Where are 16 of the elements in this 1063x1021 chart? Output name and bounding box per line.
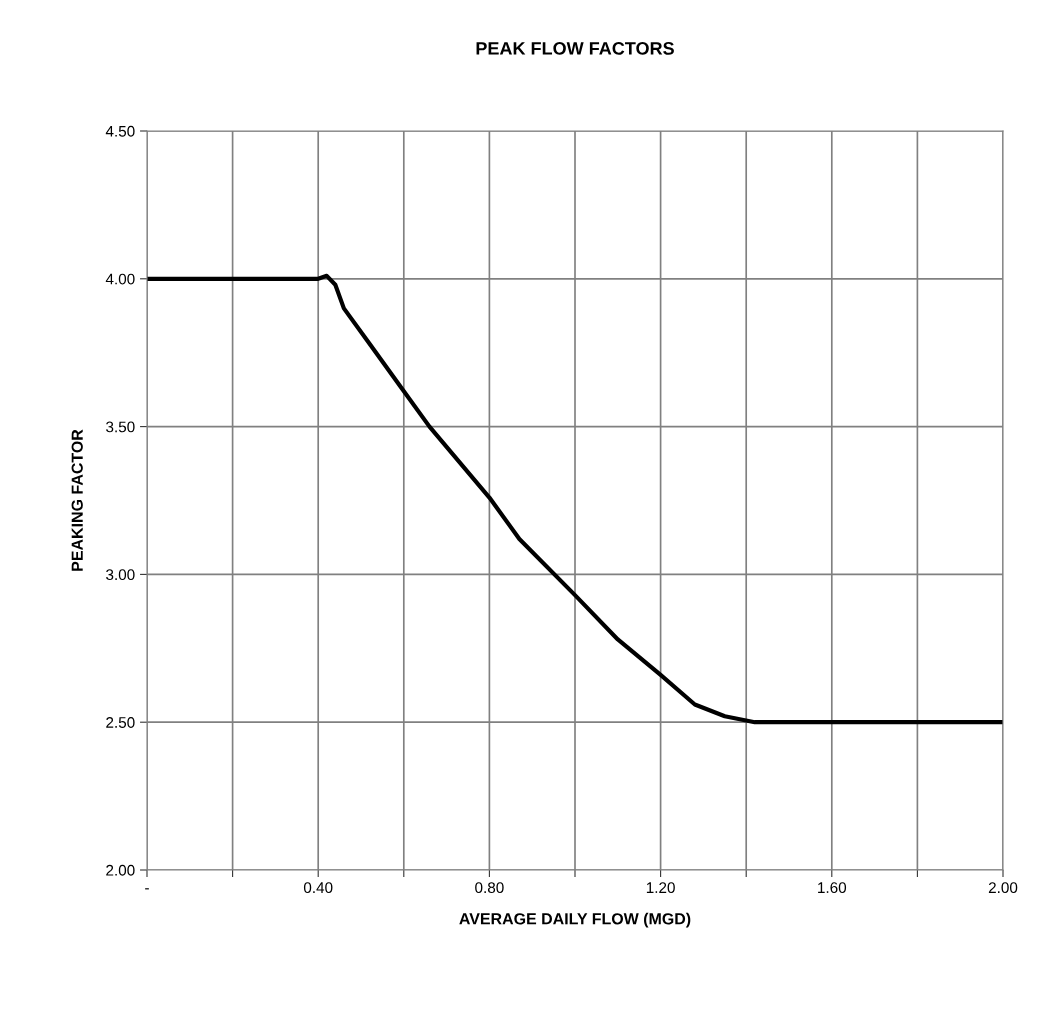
y-tick-label: 2.00 <box>106 864 135 876</box>
y-axis-title: PEAKING FACTOR <box>71 429 83 571</box>
y-tick-label: 3.50 <box>106 421 135 433</box>
x-tick-label: - <box>145 888 149 890</box>
x-tick-label: 0.80 <box>475 882 504 894</box>
x-axis-title: AVERAGE DAILY FLOW (MGD) <box>459 912 691 928</box>
x-tick-label: 2.00 <box>988 882 1018 894</box>
y-tick-label: 4.50 <box>105 125 135 137</box>
y-tick-label: 3.00 <box>106 569 135 581</box>
x-tick-label: 0.40 <box>303 882 333 894</box>
x-tick-label: 1.60 <box>818 882 847 894</box>
x-tick-label: 1.20 <box>646 882 675 894</box>
line-series <box>147 273 1003 725</box>
chart-title: PEAK FLOW FACTORS <box>476 42 674 55</box>
y-tick-label: 4.00 <box>105 273 135 285</box>
y-tick-label: 2.50 <box>106 717 135 728</box>
